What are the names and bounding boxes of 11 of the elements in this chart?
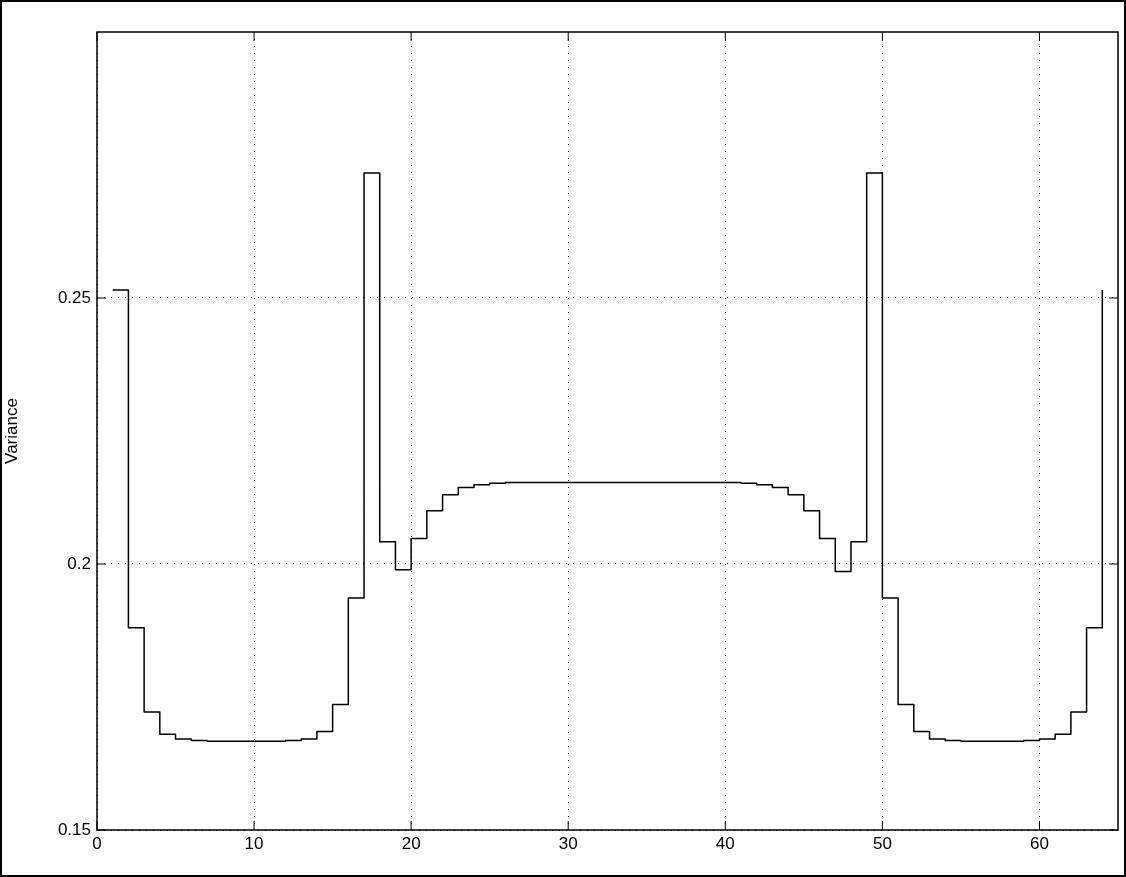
x-tick-label: 10: [244, 833, 264, 853]
x-tick-label: 0: [92, 833, 102, 853]
y-axis-title: Variance: [1, 398, 21, 464]
x-tick-label: 40: [715, 833, 735, 853]
y-tick-label: 0.15: [57, 819, 91, 839]
x-tick-label: 50: [872, 833, 892, 853]
x-tick-label: 60: [1030, 833, 1049, 853]
x-tick-label: 20: [401, 833, 421, 853]
y-tick-label: 0.25: [57, 287, 91, 307]
y-tick-label: 0.2: [67, 553, 91, 573]
x-tick-label: 30: [558, 833, 578, 853]
